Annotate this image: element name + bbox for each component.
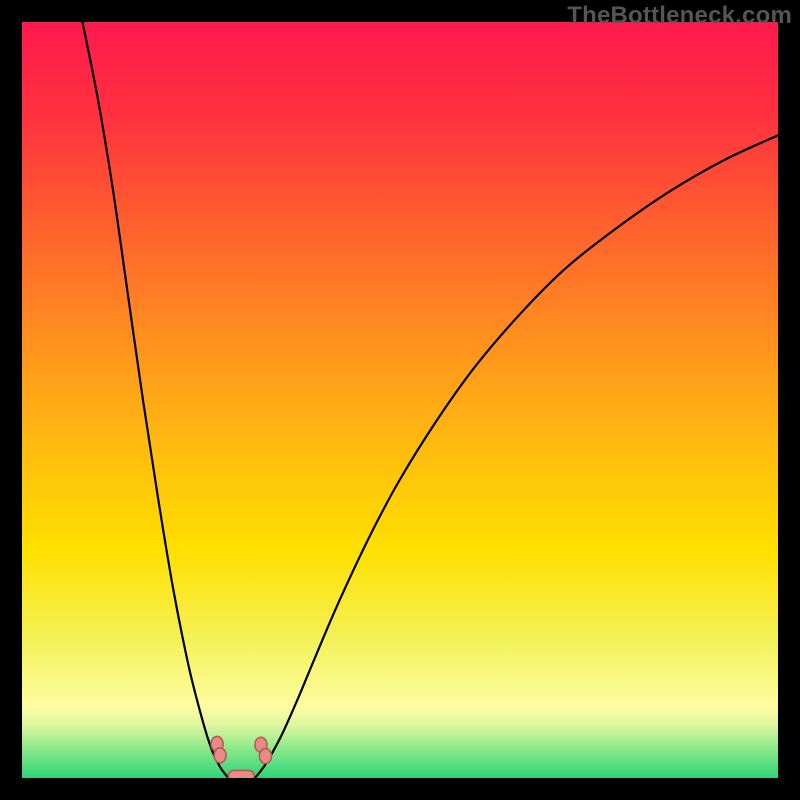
plot-area	[22, 22, 778, 778]
marker-dot	[259, 749, 271, 764]
watermark-text: TheBottleneck.com	[567, 2, 792, 30]
gradient-background	[22, 22, 778, 778]
bottleneck-curve-svg	[22, 22, 778, 778]
chart-frame: TheBottleneck.com	[0, 0, 800, 800]
marker-pill	[228, 770, 254, 778]
marker-dot	[214, 748, 226, 763]
